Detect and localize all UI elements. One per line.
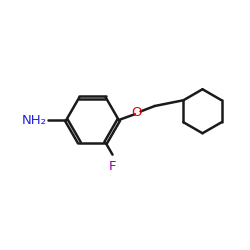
Text: O: O: [132, 106, 142, 120]
Text: NH₂: NH₂: [21, 114, 46, 126]
Text: F: F: [109, 160, 116, 173]
